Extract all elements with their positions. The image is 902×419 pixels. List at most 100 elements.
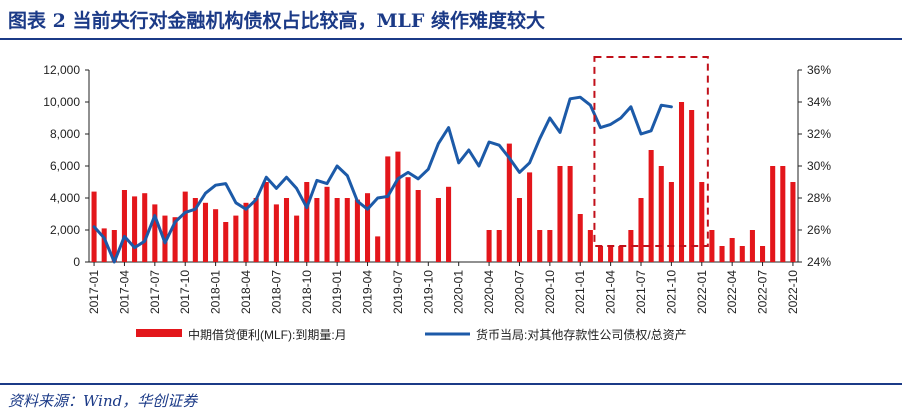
chart-title: 图表 2 当前央行对金融机构债权占比较高，MLF 续作难度较大: [8, 10, 545, 32]
bar: [790, 182, 796, 262]
x-tick-label: 2019-10: [421, 270, 435, 314]
bar: [780, 166, 786, 262]
bar: [486, 230, 492, 262]
bar: [324, 186, 330, 262]
x-tick-label: 2022-10: [786, 270, 800, 314]
bar: [365, 193, 371, 262]
bar: [395, 151, 401, 262]
bar: [709, 230, 715, 262]
x-tick-label: 2018-10: [300, 270, 314, 314]
left-tick-label: 0: [73, 255, 80, 269]
x-tick-label: 2020-10: [543, 270, 557, 314]
bar: [142, 193, 148, 262]
right-tick-label: 28%: [807, 191, 831, 205]
bar: [516, 198, 522, 262]
x-tick-label: 2018-04: [239, 270, 253, 314]
bar: [101, 228, 107, 262]
bar: [172, 217, 178, 262]
bar: [273, 204, 279, 262]
right-tick-label: 36%: [807, 63, 831, 77]
line-series: [92, 95, 673, 264]
x-tick-label: 2020-01: [452, 270, 466, 314]
x-tick-label: 2017-10: [178, 270, 192, 314]
right-tick-label: 32%: [807, 127, 831, 141]
x-tick-labels: 2017-01 2017-04 2017-07 2017-10 2018-01 2018-…: [87, 270, 800, 314]
bar: [658, 166, 664, 262]
bar: [618, 246, 624, 262]
bar: [415, 190, 421, 262]
bar: [202, 202, 209, 262]
x-tick-label: 2019-04: [361, 270, 375, 314]
legend-bar-label: 中期借贷便利(MLF):到期量:月: [188, 327, 347, 342]
right-tick-label: 34%: [807, 95, 831, 109]
bar: [739, 246, 745, 262]
bar: [699, 182, 705, 262]
bar: [111, 230, 117, 262]
left-tick-label: 2,000: [50, 223, 80, 237]
bar: [253, 198, 259, 262]
bar: [527, 172, 533, 262]
bar: [648, 150, 654, 262]
bar: [446, 186, 452, 262]
bar: [719, 246, 725, 262]
bar: [263, 182, 269, 262]
bar: [689, 110, 695, 262]
x-tick-label: 2022-01: [695, 270, 709, 314]
chart-axes: [85, 69, 802, 266]
bar: [668, 182, 674, 262]
left-tick-label: 8,000: [50, 127, 80, 141]
bar: [597, 246, 604, 262]
x-tick-label: 2017-01: [87, 270, 101, 314]
x-tick-label: 2017-07: [148, 270, 162, 314]
bar: [537, 230, 543, 262]
x-tick-label: 2022-04: [725, 270, 739, 314]
x-tick-label: 2021-10: [664, 270, 678, 314]
bar: [385, 156, 391, 262]
left-tick-label: 10,000: [43, 95, 80, 109]
bar: [405, 177, 411, 262]
bar: [294, 215, 300, 262]
right-tick-labels: 24% 26% 28% 30% 32% 34% 36%: [807, 63, 831, 269]
bar: [638, 198, 644, 262]
x-tick-label: 2021-04: [604, 270, 618, 314]
bar: [557, 166, 563, 262]
x-tick-label: 2018-07: [269, 270, 283, 314]
x-tick-label: 2021-07: [634, 270, 648, 314]
bar: [587, 230, 593, 262]
bar: [344, 198, 350, 262]
bar-series: [91, 102, 796, 262]
bar: [314, 198, 320, 262]
left-tick-label: 4,000: [50, 191, 80, 205]
x-tick-label: 2017-04: [117, 270, 131, 314]
bar: [121, 190, 127, 262]
bar: [770, 166, 776, 262]
title-rule: [0, 38, 902, 40]
bar: [577, 214, 583, 262]
bar: [132, 196, 138, 262]
bar: [628, 230, 634, 262]
right-tick-label: 30%: [807, 159, 831, 173]
chart: 0 2,000 4,000 6,000 8,000 10,000 12,000 24% 26%…: [43, 56, 831, 342]
bar: [354, 199, 360, 262]
bar: [567, 166, 573, 262]
bar: [334, 198, 340, 262]
bar: [243, 202, 249, 262]
left-tick-labels: 0 2,000 4,000 6,000 8,000 10,000 12,000: [43, 63, 80, 269]
right-tick-label: 26%: [807, 223, 831, 237]
bar: [435, 198, 441, 262]
x-tick-label: 2020-07: [512, 270, 526, 314]
bar: [182, 191, 188, 262]
bar: [547, 230, 553, 262]
bar: [608, 246, 614, 262]
bar: [496, 230, 502, 262]
legend: 中期借贷便利(MLF):到期量:月 货币当局:对其他存款性公司债权/总资产: [136, 327, 687, 342]
x-tick-label: 2018-01: [209, 270, 223, 314]
source-rule: [0, 383, 902, 385]
left-tick-label: 12,000: [43, 63, 80, 77]
left-tick-label: 6,000: [50, 159, 80, 173]
bar: [375, 236, 381, 262]
bar: [729, 238, 735, 262]
x-tick-label: 2022-07: [756, 270, 770, 314]
x-tick-label: 2019-07: [391, 270, 405, 314]
bar: [506, 143, 512, 262]
